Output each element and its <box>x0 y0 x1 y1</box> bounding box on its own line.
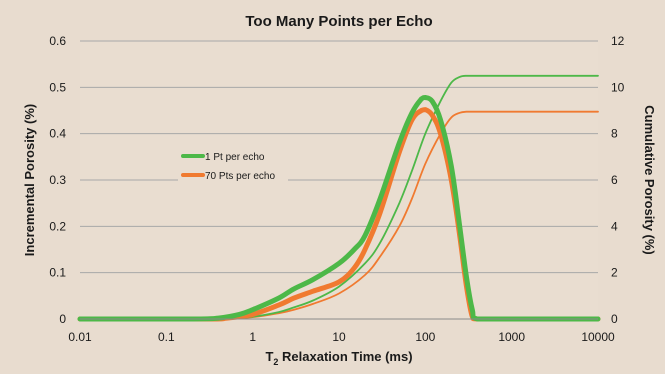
legend-label-1pt: 1 Pt per echo <box>205 152 265 163</box>
y-tick-label-2: 0.2 <box>49 219 66 233</box>
x-axis-title-suffix: Relaxation Time (ms) <box>278 349 412 364</box>
y2-tick-label-6: 12 <box>611 34 625 48</box>
x-axis-title-subscript: 2 <box>273 357 278 367</box>
x-tick-label-3: 10 <box>332 330 346 344</box>
x-tick-label-0: 0.01 <box>68 330 92 344</box>
y-tick-label-6: 0.6 <box>49 34 66 48</box>
y-axis-title: Incremental Porosity (%) <box>22 104 37 256</box>
x-axis-title: T2 Relaxation Time (ms) <box>265 349 412 367</box>
y2-axis-title: Cumulative Porosity (%) <box>642 105 657 255</box>
y2-tick-label-5: 10 <box>611 80 625 94</box>
x-tick-label-5: 1000 <box>498 330 525 344</box>
y-tick-label-0: 0 <box>59 312 66 326</box>
legend-label-70pts: 70 Pts per echo <box>205 171 275 182</box>
y-tick-labels: 0 0.1 0.2 0.3 0.4 0.5 0.6 <box>49 34 66 326</box>
y-tick-label-4: 0.4 <box>49 127 66 141</box>
x-tick-labels: 0.01 0.1 1 10 100 1000 10000 <box>68 330 615 344</box>
legend: 1 Pt per echo 70 Pts per echo <box>178 146 288 184</box>
y2-tick-label-4: 8 <box>611 127 618 141</box>
x-tick-label-2: 1 <box>249 330 256 344</box>
chart-title: Too Many Points per Echo <box>245 13 432 30</box>
x-tick-label-6: 10000 <box>581 330 615 344</box>
y2-tick-label-0: 0 <box>611 312 618 326</box>
y2-tick-label-3: 6 <box>611 173 618 187</box>
series-lines <box>77 74 601 322</box>
y-tick-label-5: 0.5 <box>49 80 66 94</box>
x-tick-label-1: 0.1 <box>158 330 175 344</box>
x-axis-title-prefix: T <box>265 349 273 364</box>
gridlines <box>80 40 598 274</box>
y-tick-label-1: 0.1 <box>49 266 66 280</box>
y2-tick-label-1: 2 <box>611 266 618 280</box>
series-line-incremental-1pt <box>77 95 601 322</box>
y2-tick-label-2: 4 <box>611 219 618 233</box>
y2-tick-labels: 0 2 4 6 8 10 12 <box>611 34 625 326</box>
legend-box <box>178 146 288 184</box>
x-tick-label-4: 100 <box>415 330 435 344</box>
y-tick-label-3: 0.3 <box>49 173 66 187</box>
